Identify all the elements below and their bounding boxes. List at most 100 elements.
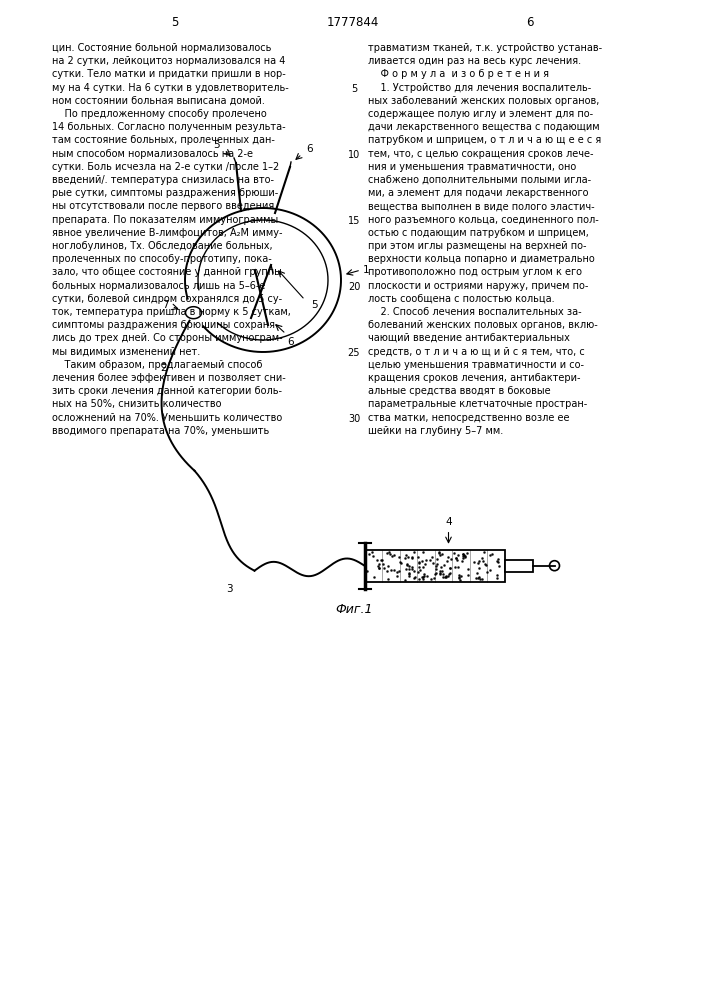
Text: содержащее полую иглу и элемент для по-: содержащее полую иглу и элемент для по-	[368, 109, 593, 119]
Point	[428, 570, 440, 586]
Point	[403, 558, 414, 574]
Text: пролеченных по способу-прототипу, пока-: пролеченных по способу-прототипу, пока-	[52, 254, 271, 264]
Text: Ф о р м у л а  и з о б р е т е н и я: Ф о р м у л а и з о б р е т е н и я	[368, 69, 549, 79]
Text: ток, температура пришла в норму к 5 суткам,: ток, температура пришла в норму к 5 сутк…	[52, 307, 291, 317]
Text: 25: 25	[348, 348, 361, 358]
Point	[428, 555, 439, 571]
Text: лись до трех дней. Со стороны иммунограм-: лись до трех дней. Со стороны иммунограм…	[52, 333, 283, 343]
Point	[459, 549, 470, 565]
Point	[474, 553, 485, 569]
Point	[473, 560, 484, 576]
Point	[371, 552, 382, 568]
Point	[372, 558, 383, 574]
Point	[414, 554, 425, 570]
Point	[367, 544, 378, 560]
Text: кращения сроков лечения, антибактери-: кращения сроков лечения, антибактери-	[368, 373, 580, 383]
Text: 3: 3	[226, 584, 233, 594]
Point	[416, 553, 427, 569]
Text: параметральные клетчаточные простран-: параметральные клетчаточные простран-	[368, 399, 588, 409]
Point	[462, 567, 474, 583]
Text: там состояние больных, пролеченных дан-: там состояние больных, пролеченных дан-	[52, 135, 275, 145]
Text: 1: 1	[363, 265, 370, 275]
Point	[381, 545, 392, 561]
Point	[445, 551, 457, 567]
Point	[491, 570, 503, 586]
Point	[402, 549, 414, 565]
Point	[434, 566, 445, 582]
Point	[416, 569, 428, 585]
Text: 4: 4	[445, 517, 452, 527]
Point	[382, 571, 394, 587]
Text: снабжено дополнительными полыми игла-: снабжено дополнительными полыми игла-	[368, 175, 591, 185]
Text: больных нормализовалось лишь на 5–6-е: больных нормализовалось лишь на 5–6-е	[52, 281, 265, 291]
Point	[414, 562, 425, 578]
Text: тем, что, с целью сокращения сроков лече-: тем, что, с целью сокращения сроков лече…	[368, 149, 593, 159]
Point	[492, 554, 503, 570]
Text: зить сроки лечения данной категории боль-: зить сроки лечения данной категории боль…	[52, 386, 282, 396]
Text: мы видимых изменений нет.: мы видимых изменений нет.	[52, 347, 200, 357]
Point	[433, 544, 445, 560]
Text: рые сутки, симптомы раздражения брюши-: рые сутки, симптомы раздражения брюши-	[52, 188, 279, 198]
Point	[361, 563, 373, 579]
Text: остью с подающим патрубком и шприцем,: остью с подающим патрубком и шприцем,	[368, 228, 589, 238]
Point	[381, 563, 392, 579]
Point	[493, 558, 505, 574]
Point	[407, 550, 418, 566]
Text: 7: 7	[162, 300, 169, 310]
Text: верхности кольца попарно и диаметрально: верхности кольца попарно и диаметрально	[368, 254, 595, 264]
Text: вещества выполнен в виде полого эластич-: вещества выполнен в виде полого эластич-	[368, 201, 595, 211]
Point	[468, 554, 479, 570]
Text: противоположно под острым углом к его: противоположно под острым углом к его	[368, 267, 582, 277]
Point	[474, 571, 486, 587]
Text: 2: 2	[160, 363, 167, 373]
Point	[471, 565, 482, 581]
Point	[391, 564, 402, 580]
Point	[433, 545, 445, 561]
Point	[458, 547, 469, 563]
Point	[473, 570, 484, 586]
Text: ных на 50%, снизить количество: ных на 50%, снизить количество	[52, 399, 221, 409]
Point	[445, 560, 456, 576]
Text: 1777844: 1777844	[327, 15, 379, 28]
Point	[472, 555, 484, 571]
Point	[492, 551, 503, 567]
Text: 6: 6	[288, 337, 294, 347]
Text: ливается один раз на весь курс лечения.: ливается один раз на весь курс лечения.	[368, 56, 581, 66]
Point	[444, 566, 455, 582]
Point	[458, 550, 469, 566]
Point	[477, 553, 489, 569]
Point	[406, 561, 417, 577]
Point	[402, 557, 413, 573]
Text: альные средства вводят в боковые: альные средства вводят в боковые	[368, 386, 551, 396]
Point	[479, 544, 490, 560]
Text: 5: 5	[351, 84, 357, 94]
Text: плоскости и остриями наружу, причем по-: плоскости и остриями наружу, причем по-	[368, 281, 588, 291]
Point	[474, 569, 485, 585]
Point	[425, 571, 436, 587]
Point	[435, 559, 446, 575]
Point	[419, 568, 430, 584]
Text: осложнений на 70%. Уменьшить количество: осложнений на 70%. Уменьшить количество	[52, 413, 282, 423]
Point	[400, 547, 411, 563]
Point	[408, 544, 419, 560]
Text: ным способом нормализовалось на 2-е: ным способом нормализовалось на 2-е	[52, 149, 253, 159]
Point	[388, 547, 399, 563]
Point	[414, 555, 425, 571]
Point	[430, 565, 441, 581]
Point	[376, 552, 387, 568]
Point	[453, 569, 464, 585]
Point	[403, 561, 414, 577]
Point	[399, 572, 411, 588]
Point	[435, 565, 446, 581]
Point	[444, 560, 455, 576]
Text: ных заболеваний женских половых органов,: ных заболеваний женских половых органов,	[368, 96, 600, 106]
Text: целью уменьшения травматичности и со-: целью уменьшения травматичности и со-	[368, 360, 584, 370]
Text: симптомы раздражения брюшины сохраня-: симптомы раздражения брюшины сохраня-	[52, 320, 279, 330]
Point	[476, 571, 487, 587]
Text: ном состоянии больная выписана домой.: ном состоянии больная выписана домой.	[52, 96, 265, 106]
Text: явное увеличение В-лимфоцитов, А₂М имму-: явное увеличение В-лимфоцитов, А₂М имму-	[52, 228, 283, 238]
Point	[404, 566, 415, 582]
Point	[384, 546, 395, 562]
Point	[484, 547, 495, 563]
Point	[431, 551, 443, 567]
